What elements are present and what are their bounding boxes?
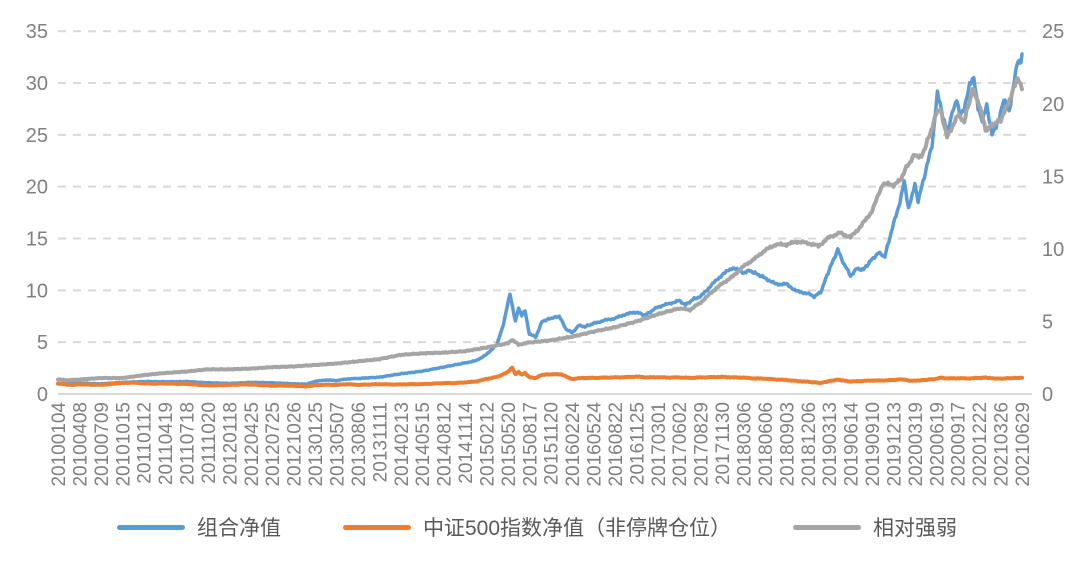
orange-line-marker-icon [342,524,411,530]
svg-text:5: 5 [1042,311,1053,333]
plot-area: 0 5 10 15 20 25 30 35 0 5 10 15 20 25 20100104 20100408… [26,21,1065,487]
blue-line-marker-icon [116,524,185,530]
svg-text:20200917: 20200917 [949,402,970,487]
svg-text:20161125: 20161125 [627,402,648,485]
svg-text:0: 0 [37,384,48,406]
gray-line-marker-icon [793,524,862,530]
svg-text:20210629: 20210629 [1013,402,1034,487]
svg-text:20130507: 20130507 [327,402,348,487]
svg-text:20110718: 20110718 [178,402,199,485]
svg-text:0: 0 [1042,384,1053,406]
svg-text:20160224: 20160224 [563,402,584,487]
svg-text:20141114: 20141114 [456,402,477,484]
svg-text:20151120: 20151120 [542,402,563,485]
svg-text:20150817: 20150817 [520,402,541,487]
svg-text:20160822: 20160822 [606,402,627,487]
svg-text:20190313: 20190313 [820,402,841,487]
svg-text:20170829: 20170829 [692,402,713,487]
svg-text:20130806: 20130806 [349,402,370,487]
svg-text:15: 15 [1042,166,1064,188]
legend-item-portfolio-nav: 组合净值 [116,512,281,542]
svg-text:10: 10 [26,280,48,302]
svg-text:20180903: 20180903 [777,402,798,487]
svg-text:20190910: 20190910 [863,402,884,487]
svg-text:20160524: 20160524 [585,402,606,487]
svg-text:20180306: 20180306 [735,402,756,487]
svg-text:20140812: 20140812 [435,402,456,487]
svg-text:25: 25 [26,125,48,147]
svg-text:20: 20 [26,177,48,199]
svg-text:20171130: 20171130 [713,402,734,485]
svg-text:20150212: 20150212 [477,402,498,487]
svg-text:20100408: 20100408 [70,402,91,487]
svg-text:20100709: 20100709 [92,402,113,487]
svg-text:20120425: 20120425 [242,402,263,487]
svg-text:20130125: 20130125 [306,402,327,487]
svg-text:20100104: 20100104 [49,402,70,487]
svg-text:20120118: 20120118 [220,402,241,485]
svg-text:20140515: 20140515 [413,402,434,487]
svg-text:20140213: 20140213 [392,402,413,487]
svg-text:20111020: 20111020 [199,402,220,484]
svg-text:20181206: 20181206 [799,402,820,487]
chart-legend: 组合净值 中证500指数净值（非停牌仓位） 相对强弱 [0,512,1074,542]
legend-item-relative-strength: 相对强弱 [793,512,957,542]
svg-text:30: 30 [26,73,48,95]
svg-text:20131111: 20131111 [370,402,391,482]
svg-text:15: 15 [26,229,48,251]
legend-label: 组合净值 [196,517,281,540]
svg-text:35: 35 [26,21,48,43]
svg-text:20170602: 20170602 [670,402,691,487]
svg-text:20170301: 20170301 [649,402,670,487]
svg-text:20110112: 20110112 [135,402,156,484]
svg-text:20200319: 20200319 [906,402,927,487]
svg-text:10: 10 [1042,239,1064,261]
svg-text:20101015: 20101015 [113,402,134,487]
svg-text:25: 25 [1042,21,1064,43]
legend-label: 相对强弱 [873,517,958,540]
legend-item-csi500-nav: 中证500指数净值（非停牌仓位） [342,512,732,542]
svg-text:5: 5 [37,332,48,354]
svg-text:20200619: 20200619 [927,402,948,487]
svg-text:20201222: 20201222 [970,402,991,487]
svg-text:20120725: 20120725 [263,402,284,487]
svg-text:20180606: 20180606 [756,402,777,487]
svg-text:20: 20 [1042,94,1064,116]
svg-text:20110419: 20110419 [156,402,177,485]
svg-text:20121026: 20121026 [285,402,306,487]
svg-text:20150520: 20150520 [499,402,520,487]
svg-text:20190614: 20190614 [842,402,863,487]
svg-text:20191213: 20191213 [884,402,905,487]
legend-label: 中证500指数净值（非停牌仓位） [422,517,732,540]
svg-text:20210326: 20210326 [992,402,1013,487]
